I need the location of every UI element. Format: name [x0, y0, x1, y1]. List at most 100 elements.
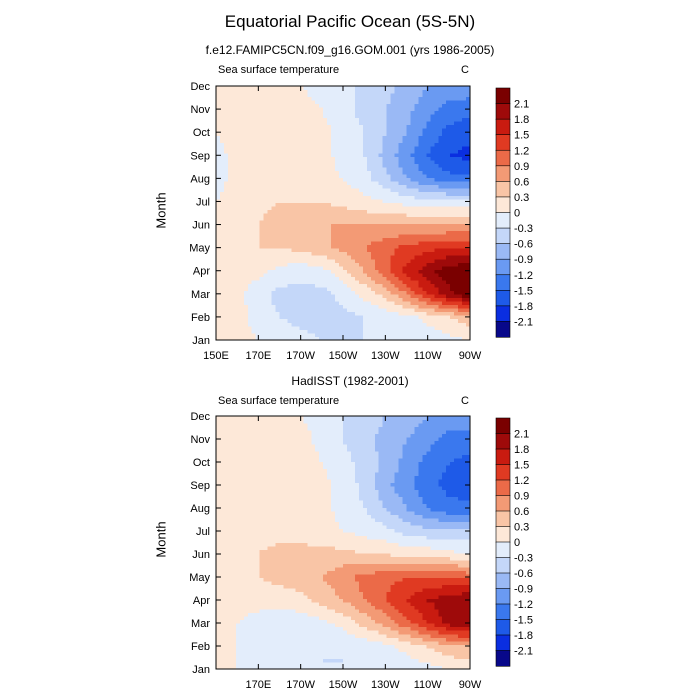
contour-cell: [370, 265, 376, 270]
contour-cell: [243, 227, 249, 232]
contour-cell: [219, 117, 225, 122]
contour-cell: [235, 198, 241, 203]
contour-cell: [434, 177, 439, 182]
contour-cell: [283, 336, 288, 341]
contour-cell: [243, 311, 249, 316]
contour-cell: [239, 223, 245, 228]
contour-cell: [370, 128, 376, 133]
contour-cell: [319, 216, 324, 221]
contour-cell: [255, 332, 261, 337]
contour-cell: [243, 304, 249, 309]
contour-cell: [434, 283, 439, 288]
contour-cell: [358, 315, 364, 320]
contour-cell: [442, 121, 447, 126]
contour-cell: [216, 549, 221, 554]
contour-cell: [247, 96, 253, 101]
contour-cell: [231, 251, 237, 256]
contour-cell: [307, 241, 312, 246]
contour-cell: [446, 237, 451, 242]
contour-cell: [287, 114, 292, 119]
contour-cell: [382, 244, 388, 249]
contour-cell: [398, 308, 403, 313]
contour-cell: [466, 163, 471, 168]
contour-cell: [235, 237, 241, 242]
contour-cell: [247, 188, 253, 193]
contour-cell: [327, 308, 332, 313]
contour-cell: [406, 103, 411, 108]
contour-cell: [216, 654, 221, 659]
contour-cell: [223, 311, 229, 316]
contour-cell: [263, 297, 268, 302]
contour-cell: [374, 117, 380, 122]
contour-cell: [287, 131, 292, 136]
contour-cell: [378, 86, 384, 90]
contour-cell: [390, 220, 395, 224]
contour-cell: [378, 202, 384, 207]
contour-cell: [442, 93, 447, 97]
contour-cell: [410, 280, 415, 284]
contour-cell: [406, 167, 411, 172]
contour-cell: [343, 167, 348, 172]
contour-cell: [426, 156, 431, 161]
contour-cell: [323, 262, 328, 267]
contour-cell: [311, 318, 316, 323]
contour-cell: [335, 142, 340, 147]
contour-cell: [315, 315, 320, 320]
contour-cell: [239, 93, 245, 97]
contour-cell: [307, 142, 312, 147]
contour-cell: [382, 325, 388, 330]
contour-cell: [227, 493, 233, 498]
contour-cell: [414, 103, 419, 108]
contour-cell: [259, 280, 265, 284]
contour-cell: [394, 248, 399, 253]
contour-cell: [319, 135, 324, 140]
contour-cell: [283, 241, 288, 246]
contour-cell: [295, 138, 300, 143]
contour-cell: [366, 325, 372, 330]
contour-cell: [346, 142, 352, 147]
contour-cell: [458, 135, 463, 140]
panel-2: JanFebMarAprMayJunJulAugSepOctNovDec170E…: [189, 411, 533, 691]
contour-cell: [386, 227, 392, 232]
contour-cell: [386, 145, 392, 150]
contour-cell: [259, 191, 265, 196]
contour-cell: [247, 216, 253, 221]
contour-cell: [307, 93, 312, 97]
contour-cell: [271, 301, 276, 306]
contour-cell: [235, 188, 241, 193]
contour-cell: [346, 128, 352, 133]
contour-cell: [279, 107, 284, 112]
contour-cell: [462, 244, 467, 249]
contour-cell: [315, 269, 320, 274]
contour-cell: [335, 110, 340, 115]
contour-cell: [406, 100, 411, 105]
contour-cell: [315, 198, 320, 203]
contour-cell: [450, 107, 455, 112]
contour-cell: [311, 223, 316, 228]
contour-cell: [227, 241, 233, 246]
contour-cell: [370, 301, 376, 306]
contour-cell: [267, 89, 272, 94]
contour-cell: [426, 220, 431, 224]
contour-cell: [335, 244, 340, 249]
contour-cell: [422, 205, 427, 210]
contour-cell: [458, 276, 463, 281]
contour-cell: [323, 149, 328, 154]
contour-cell: [374, 110, 380, 115]
contour-cell: [362, 269, 368, 274]
contour-cell: [251, 191, 257, 196]
contour-cell: [406, 244, 411, 249]
contour-cell: [219, 283, 225, 288]
contour-cell: [390, 336, 395, 341]
contour-cell: [219, 644, 225, 649]
contour-cell: [346, 318, 352, 323]
contour-cell: [394, 117, 399, 122]
contour-cell: [339, 244, 344, 249]
contour-cell: [315, 167, 320, 172]
contour-cell: [390, 315, 395, 320]
contour-cell: [227, 329, 233, 334]
contour-cell: [354, 234, 360, 239]
contour-cell: [283, 329, 288, 334]
contour-cell: [454, 124, 459, 129]
contour-cell: [410, 156, 415, 161]
